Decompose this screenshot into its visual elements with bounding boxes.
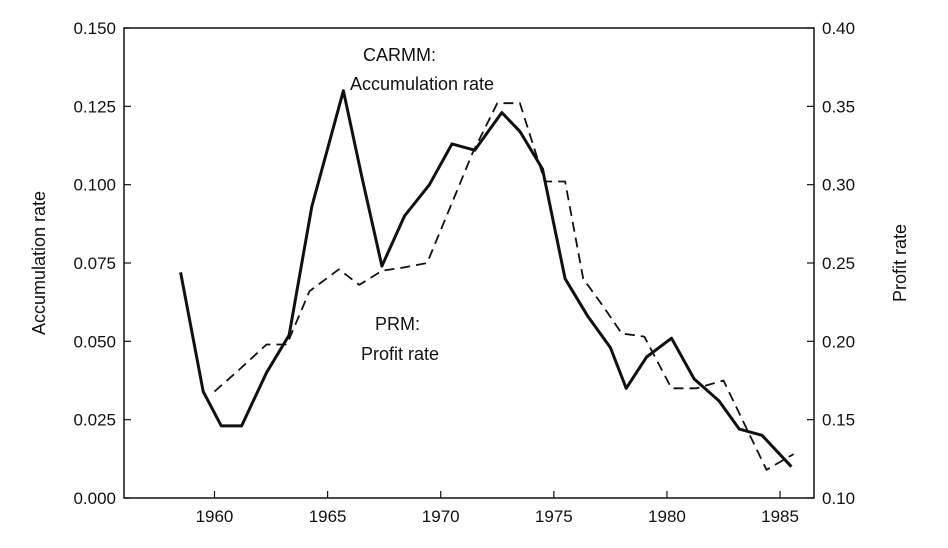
right-y-tick-label: 0.35 [822, 97, 855, 116]
right-y-tick-label: 0.20 [822, 332, 855, 351]
left-y-tick-labels: 0.000 0.025 0.050 0.075 0.100 0.125 0.150 [73, 19, 116, 508]
left-y-tick-label: 0.125 [73, 97, 116, 116]
right-y-tick-label: 0.40 [822, 19, 855, 38]
axis-ticks [124, 27, 814, 499]
x-tick-label: 1970 [422, 507, 460, 526]
x-tick-label: 1980 [648, 507, 686, 526]
x-tick-label: 1985 [761, 507, 799, 526]
series-group [179, 89, 795, 471]
annotation-prm-subtitle: Profit rate [361, 344, 439, 364]
left-y-tick-label: 0.075 [73, 254, 116, 273]
right-y-tick-labels: 0.10 0.15 0.20 0.25 0.30 0.35 0.40 [822, 19, 855, 508]
accumulation-rate-line [179, 89, 793, 468]
left-y-tick-label: 0.100 [73, 176, 116, 195]
right-y-tick-label: 0.30 [822, 176, 855, 195]
left-y-tick-label: 0.025 [73, 411, 116, 430]
x-tick-label: 1965 [309, 507, 347, 526]
x-tick-labels: 1960 1965 1970 1975 1980 1985 [196, 507, 799, 526]
x-tick-label: 1960 [196, 507, 234, 526]
left-y-tick-label: 0.150 [73, 19, 116, 38]
plot-frame [123, 27, 815, 499]
left-y-tick-label: 0.050 [73, 332, 116, 351]
x-tick-label: 1975 [535, 507, 573, 526]
right-y-tick-label: 0.15 [822, 411, 855, 430]
right-y-tick-label: 0.10 [822, 489, 855, 508]
left-y-axis-title: Accumulation rate [29, 191, 49, 335]
annotation-carmm-title: CARMM: [363, 45, 436, 65]
right-y-axis-title: Profit rate [890, 224, 910, 302]
right-y-tick-label: 0.25 [822, 254, 855, 273]
annotation-prm-title: PRM: [375, 314, 420, 334]
left-y-tick-label: 0.000 [73, 489, 116, 508]
profit-rate-line [213, 102, 795, 471]
annotation-carmm-subtitle: Accumulation rate [350, 74, 494, 94]
